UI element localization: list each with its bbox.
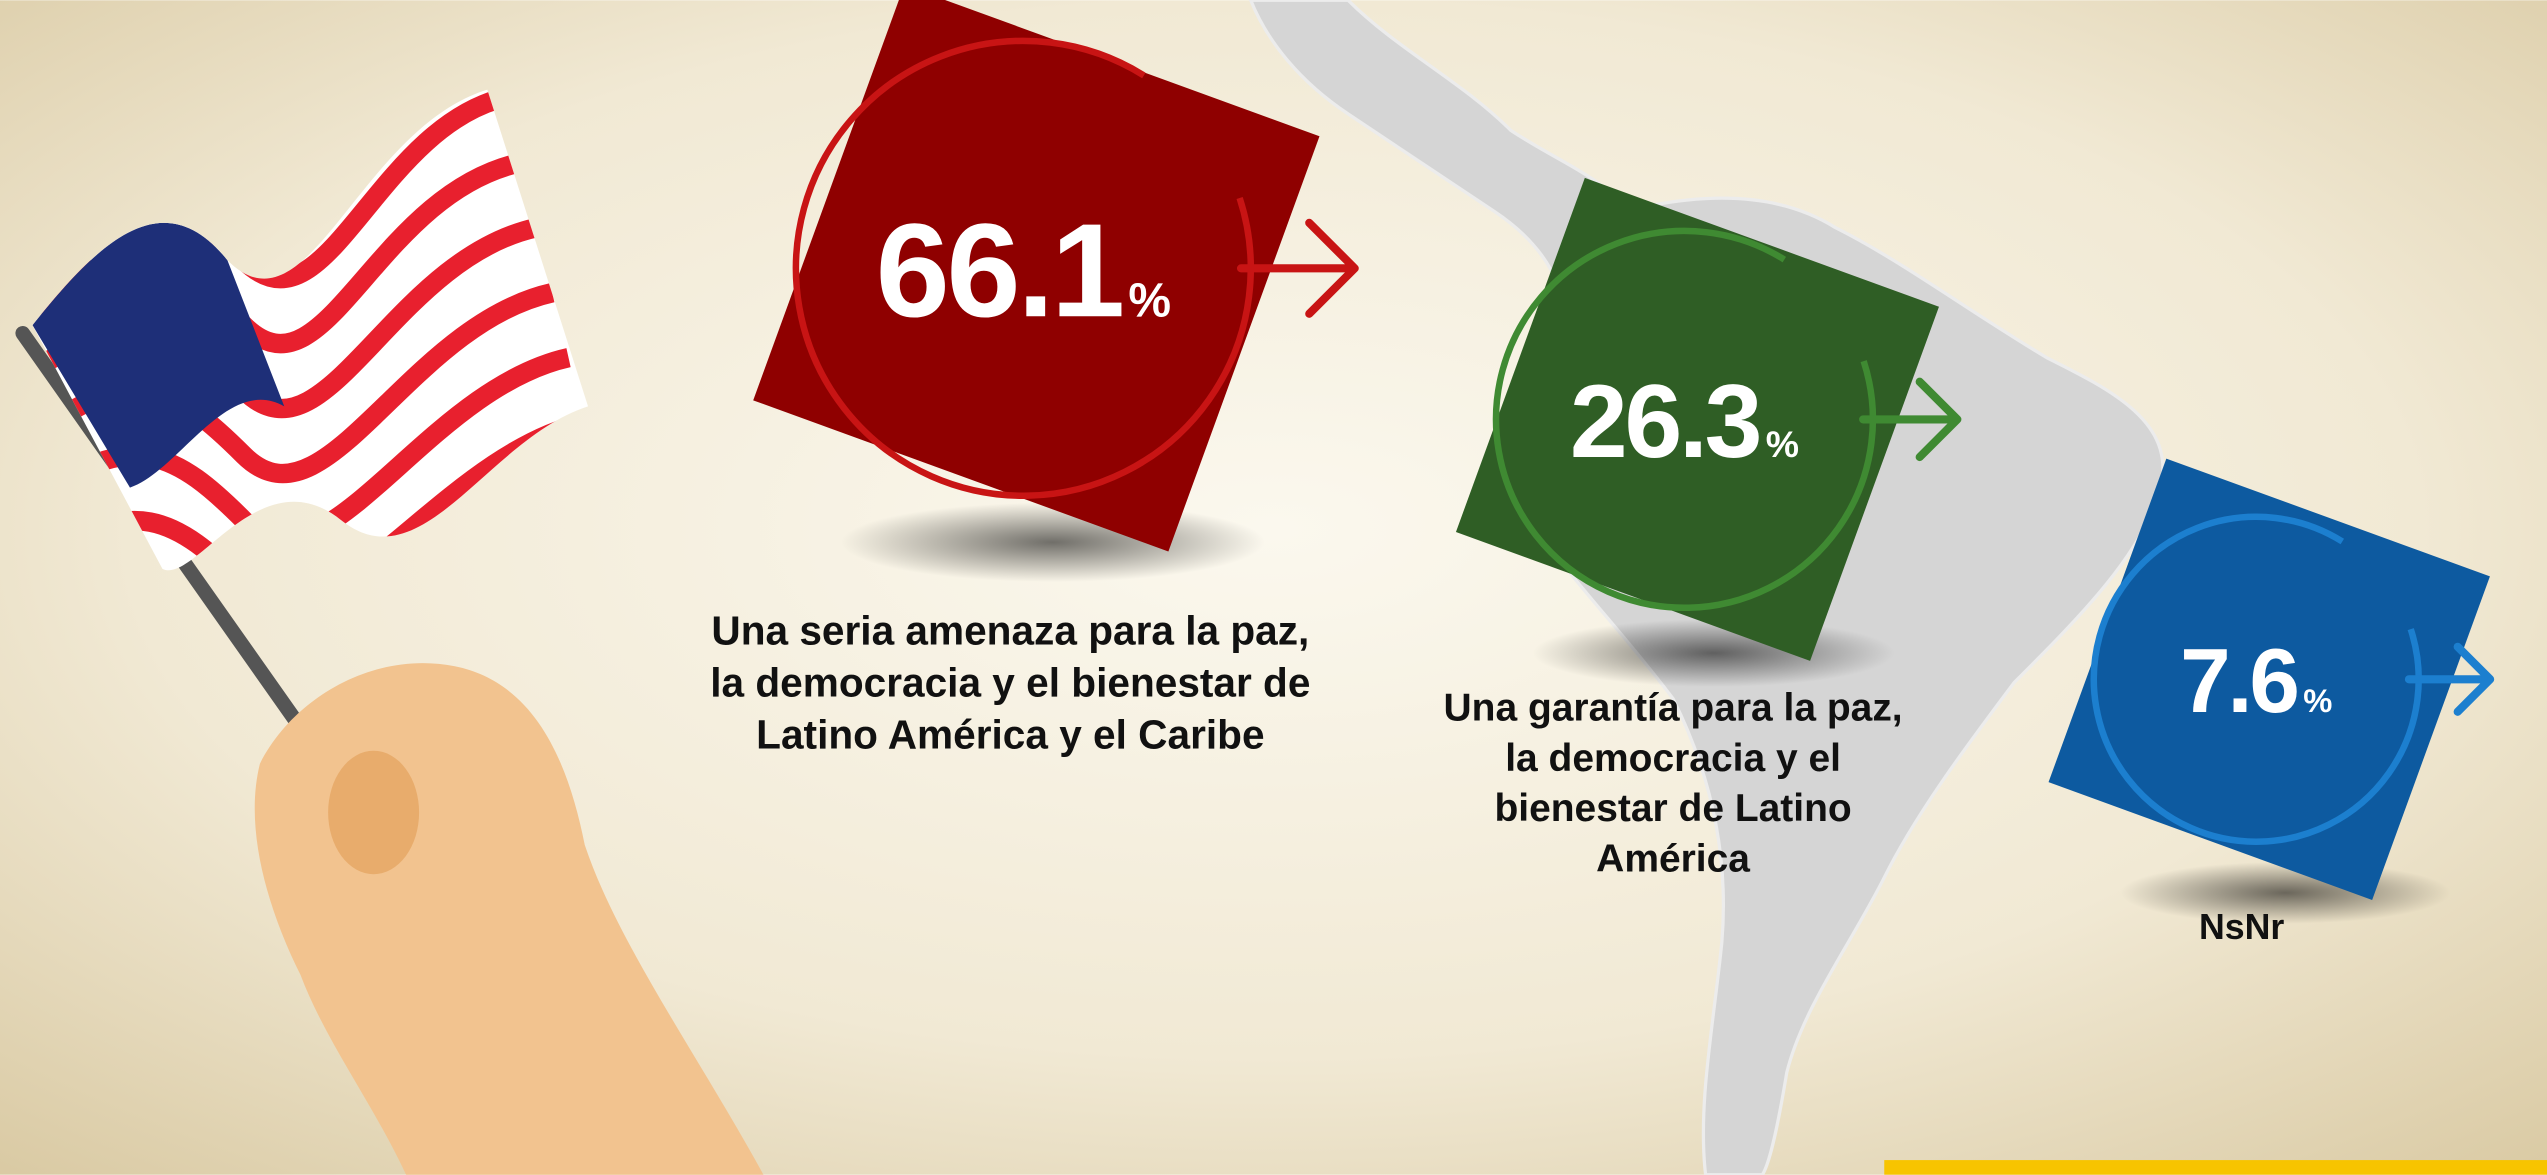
value: 26.3 [1570,364,1760,480]
arrow [2404,642,2495,716]
caption: la democracia y el [1505,737,1841,780]
percentage: 66.1% [876,196,1171,345]
footer-bar [1884,1160,2547,1175]
thumb [328,750,420,875]
unit: % [1128,274,1171,327]
percentage: 7.6% [2180,631,2332,732]
shadow [2120,861,2451,924]
ring [792,37,1254,499]
caption: NsNr [2199,907,2284,947]
card [753,0,1320,552]
unit: % [2303,682,2332,719]
unit: % [1766,423,1799,465]
arrow [1236,218,1359,318]
ring [2090,513,2422,845]
card [1455,177,1939,661]
percentage: 26.3% [1570,364,1799,480]
caption: Una seria amenaza para la paz, [711,608,1309,654]
ring [1492,227,1877,612]
caption: América [1596,838,1750,881]
shadow [840,502,1265,583]
arrow [1859,377,1962,462]
caption: Latino América y el Caribe [756,711,1264,757]
caption: la democracia y el bienestar de [710,659,1310,705]
value: 7.6 [2180,631,2297,732]
caption: bienestar de Latino [1494,787,1851,830]
shadow [1532,619,1895,687]
value: 66.1 [876,196,1122,345]
caption: Una garantía para la paz, [1444,686,1903,729]
